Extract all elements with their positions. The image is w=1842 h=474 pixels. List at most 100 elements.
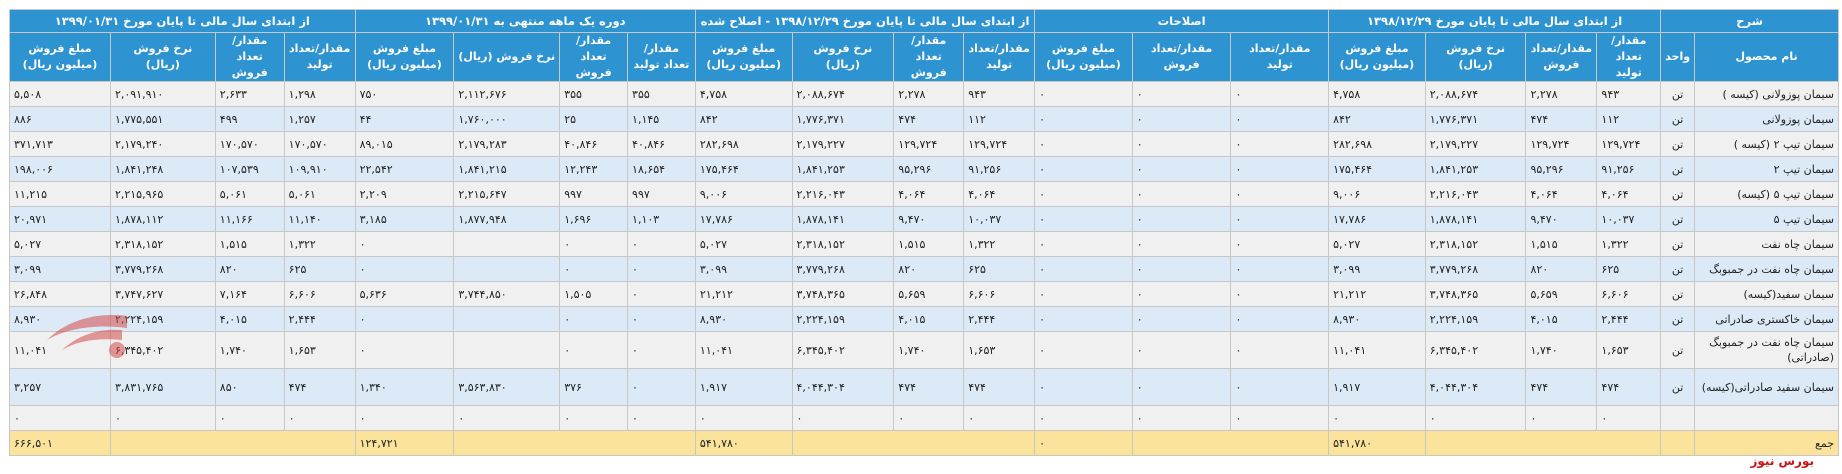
value-cell: ۱۱,۱۴۰ (283, 206, 356, 232)
value-cell: ۱۲۹,۷۲۴ (893, 131, 965, 157)
total-empty (109, 430, 356, 456)
product-name-cell: سیمان سفید(کیسه) (1694, 281, 1839, 307)
value-cell: ۱۰۹,۹۱۰ (283, 156, 356, 182)
header-group-3: از ابتدای سال مالی تا پایان مورخ ۱۳۹۸/۱۲… (694, 9, 1036, 33)
value-cell: ۱۹۸,۰۰۶ (9, 156, 111, 182)
value-cell: ۱۷۰,۵۷۰ (283, 131, 356, 157)
value-cell: ۲,۲۲۴,۱۵۹ (1424, 306, 1527, 332)
value-cell: ۴,۰۶۴ (963, 181, 1036, 207)
value-cell: ۱۷۵,۴۶۴ (1328, 156, 1426, 182)
value-cell: ۰ (1424, 405, 1527, 431)
total-row: جمع ۵۴۱,۷۸۰ ۰ ۵۴۱,۷۸۰ ۱۲۴,۷۲۱ ۶۶۶,۵۰۱ (9, 430, 1839, 456)
product-name-cell: سیمان پوزولانی (1694, 106, 1839, 132)
value-cell: ۹۴۳ (1596, 81, 1662, 107)
value-cell: ۰ (354, 331, 455, 369)
value-cell: ۴,۰۱۵ (214, 306, 285, 332)
value-cell: ۱,۱۴۵ (627, 106, 696, 132)
value-cell: ۵,۶۳۶ (354, 281, 455, 307)
product-name-cell: سیمان چاه نفت در جمبوبگ (1694, 256, 1839, 282)
value-cell: ۸۸۶ (9, 106, 111, 132)
value-cell: ۰ (694, 405, 793, 431)
value-cell: ۵,۰۲۷ (694, 231, 793, 257)
value-cell: ۱,۸۴۱,۲۱۵ (453, 156, 561, 182)
value-cell: ۰ (1230, 181, 1330, 207)
value-cell: ۰ (1034, 231, 1133, 257)
value-cell: ۴۰,۸۴۶ (559, 131, 629, 157)
value-cell: ۶,۳۴۵,۴۰۲ (1424, 331, 1527, 369)
value-cell: ۰ (1034, 181, 1133, 207)
value-cell: ۴۷۴ (893, 106, 965, 132)
value-cell: ۰ (1525, 405, 1598, 431)
value-cell: ۱,۹۱۷ (1328, 368, 1426, 406)
value-cell: ۰ (1034, 156, 1133, 182)
col-g4-amount: مبلغ فروش (میلیون ریال) (354, 32, 455, 82)
value-cell: ۲۵ (559, 106, 629, 132)
total-g4-amount: ۱۲۴,۷۲۱ (354, 430, 455, 456)
value-cell: ۸,۹۳۰ (1328, 306, 1426, 332)
product-name-cell: سیمان تیپ ۵ (کیسه) (1694, 181, 1839, 207)
value-cell: ۱,۶۵۳ (1596, 331, 1662, 369)
value-cell: ۵,۰۲۷ (1328, 231, 1426, 257)
value-cell: ۰ (559, 231, 629, 257)
value-cell: ۹۹۷ (627, 181, 696, 207)
header-group-1: از ابتدای سال مالی تا پایان مورخ ۱۳۹۸/۱۲… (1328, 9, 1662, 33)
value-cell: ۱۰,۰۳۷ (963, 206, 1036, 232)
value-cell: ۱۲,۲۴۳ (559, 156, 629, 182)
value-cell: ۰ (1230, 281, 1330, 307)
value-cell: ۰ (1034, 306, 1133, 332)
value-cell: ۲۸۲,۶۹۸ (694, 131, 793, 157)
value-cell: ۱۱۲ (963, 106, 1036, 132)
value-cell: ۱,۹۱۷ (694, 368, 793, 406)
value-cell: ۲,۱۷۹,۲۸۳ (453, 131, 561, 157)
value-cell: ۰ (627, 405, 696, 431)
value-cell: ۳۵۵ (627, 81, 696, 107)
value-cell (453, 306, 561, 332)
value-cell: ۶,۶۰۶ (1596, 281, 1662, 307)
value-cell: ۳,۰۹۹ (1328, 256, 1426, 282)
unit-cell: تن (1660, 256, 1696, 282)
value-cell: ۸۴۲ (1328, 106, 1426, 132)
value-cell: ۰ (1131, 405, 1232, 431)
value-cell: ۲,۳۱۸,۱۵۲ (1424, 231, 1527, 257)
value-cell: ۱,۳۴۰ (354, 368, 455, 406)
value-cell: ۰ (1034, 368, 1133, 406)
value-cell: ۱,۸۷۷,۹۴۸ (453, 206, 561, 232)
header-group-4: دوره یک ماهه منتهی به ۱۳۹۹/۰۱/۳۱ (354, 9, 696, 33)
table-row: سیمان چاه نفت در جمبوبگ تن ۶۲۵ ۸۲۰ ۳,۷۷۹,۲۶۸… (9, 256, 1839, 282)
value-cell: ۱۷۰,۵۷۰ (214, 131, 285, 157)
value-cell: ۰ (1034, 106, 1133, 132)
header-group-2: اصلاحات (1034, 9, 1330, 33)
value-cell: ۴۷۴ (893, 368, 965, 406)
value-cell: ۰ (1131, 181, 1232, 207)
value-cell: ۳,۱۸۵ (354, 206, 455, 232)
col-g2-sale-qty: مقدار/تعداد فروش (1131, 32, 1232, 82)
col-g3-sale-qty: مقدار/تعداد فروش (893, 32, 965, 82)
value-cell: ۲,۰۸۸,۶۷۴ (1424, 81, 1527, 107)
footer-brand: بورس نیوز (1750, 454, 1814, 468)
col-g4-prod: مقدار/تعداد تولید (627, 32, 696, 82)
value-cell: ۹,۴۷۰ (1525, 206, 1598, 232)
value-cell: ۲,۱۷۹,۲۴۰ (109, 131, 216, 157)
value-cell: ۴,۷۵۸ (694, 81, 793, 107)
header-group-row: شرح از ابتدای سال مالی تا پایان مورخ ۱۳۹… (9, 9, 1839, 33)
value-cell: ۰ (627, 368, 696, 406)
unit-cell (1660, 405, 1696, 431)
total-g2-amount: ۰ (1034, 430, 1133, 456)
value-cell: ۰ (354, 306, 455, 332)
total-g3-amount: ۵۴۱,۷۸۰ (694, 430, 793, 456)
value-cell: ۹۵,۲۹۶ (1525, 156, 1598, 182)
value-cell: ۱,۷۷۶,۳۷۱ (791, 106, 895, 132)
col-g3-prod: مقدار/تعداد تولید (963, 32, 1036, 82)
value-cell: ۰ (627, 231, 696, 257)
value-cell: ۸۵۰ (214, 368, 285, 406)
value-cell: ۰ (1596, 405, 1662, 431)
value-cell: ۵,۰۶۱ (283, 181, 356, 207)
value-cell: ۱,۳۲۲ (1596, 231, 1662, 257)
value-cell: ۶۲۵ (1596, 256, 1662, 282)
value-cell: ۰ (559, 405, 629, 431)
value-cell: ۰ (627, 331, 696, 369)
header-desc: شرح (1660, 9, 1839, 33)
value-cell: ۰ (559, 256, 629, 282)
value-cell: ۴۹۹ (214, 106, 285, 132)
